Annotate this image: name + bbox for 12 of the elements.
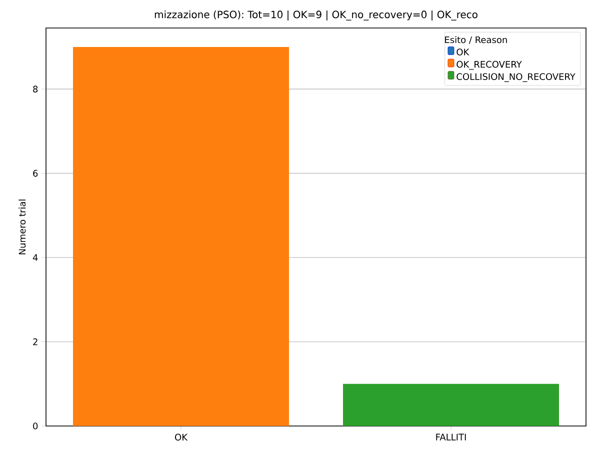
legend-label: COLLISION_NO_RECOVERY xyxy=(456,73,576,82)
y-tick-label: 2 xyxy=(33,338,38,346)
chart-title: mizzazione (PSO): Tot=10 | OK=9 | OK_no_recovery=0 | OK_reco xyxy=(154,10,478,20)
y-tick-label: 8 xyxy=(33,86,38,92)
y-tick-label: 0 xyxy=(33,422,38,430)
legend-label: OK_RECOVERY xyxy=(456,60,522,70)
legend-label: OK xyxy=(456,48,470,56)
y-axis-title: Numero trial xyxy=(18,200,26,254)
x-tick-label: FALLITI xyxy=(436,434,466,440)
y-tick-label: 4 xyxy=(32,254,38,261)
legend-title: Esito / Reason xyxy=(445,36,507,44)
y-tick-label: 6 xyxy=(33,170,38,177)
